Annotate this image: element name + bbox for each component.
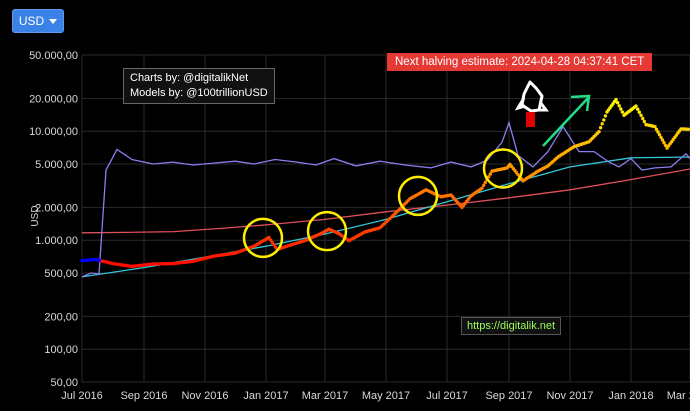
site-link[interactable]: https://digitalik.net xyxy=(461,317,562,335)
highlight-circle xyxy=(482,148,524,189)
price-point xyxy=(614,97,618,102)
x-tick-label: Mar 2017 xyxy=(302,390,348,402)
y-axis: 50,00 100,00 200,00 500,00 1.000,00 2.000,00 5… xyxy=(29,50,78,389)
x-tick-label: Jan 2017 xyxy=(243,390,288,402)
currency-dropdown[interactable]: USD xyxy=(12,9,64,33)
currency-label: USD xyxy=(18,14,45,28)
price-point xyxy=(662,141,666,145)
price-point xyxy=(636,107,640,111)
price-point xyxy=(656,130,660,134)
y-tick-label: 500,00 xyxy=(44,268,78,280)
model-red-line xyxy=(81,168,690,234)
x-axis: Jul 2016 Sep 2016 Nov 2016 Jan 2017 Mar 2017… xyxy=(61,390,690,402)
price-point xyxy=(617,104,621,108)
price-point xyxy=(663,143,668,148)
price-point xyxy=(641,116,645,121)
y-tick-label: 1.000,00 xyxy=(35,235,78,247)
x-tick-label: Jul 2017 xyxy=(426,390,468,402)
price-point xyxy=(619,107,623,111)
price-point xyxy=(487,175,491,179)
y-tick-label: 2.000,00 xyxy=(35,202,78,214)
x-tick-label: Nov 2017 xyxy=(546,390,593,402)
price-point xyxy=(653,125,657,129)
price-point xyxy=(597,130,601,134)
y-tick-label: 200,00 xyxy=(44,311,78,323)
highlight-circle xyxy=(242,217,284,259)
y-tick-label: 20.000,00 xyxy=(29,93,78,105)
stock-to-flow-line xyxy=(81,120,690,278)
chart-grid xyxy=(81,54,690,383)
chart-series xyxy=(80,97,690,278)
price-point xyxy=(603,114,608,118)
x-tick-label: May 2017 xyxy=(362,390,410,402)
x-tick-label: Jan 2018 xyxy=(608,390,653,402)
price-point xyxy=(267,235,271,240)
highlight-circle xyxy=(306,210,348,252)
price-point xyxy=(600,122,604,126)
credits-box: Charts by: @digitalikNet Models by: @100… xyxy=(123,68,275,104)
price-point xyxy=(268,238,273,242)
y-tick-label: 100,00 xyxy=(44,344,78,356)
x-tick-label: Jul 2016 xyxy=(61,390,103,402)
y-tick-label: 50.000,00 xyxy=(29,50,78,62)
price-point xyxy=(598,126,603,130)
model-cyan-line xyxy=(81,156,690,278)
price-point xyxy=(620,110,625,114)
price-point xyxy=(686,127,690,131)
x-tick-label: Sep 2016 xyxy=(120,390,167,402)
rocket-doodle xyxy=(514,80,549,127)
credits-charts: Charts by: @digitalikNet xyxy=(130,72,249,84)
credits-models: Models by: @100trillionUSD xyxy=(130,87,268,99)
highlight-circle xyxy=(397,175,439,217)
price-point xyxy=(480,186,484,190)
price-point xyxy=(482,183,486,187)
price-point xyxy=(483,180,487,185)
price-point xyxy=(602,118,606,122)
chevron-down-icon xyxy=(49,18,58,24)
price-point xyxy=(642,119,646,124)
price-point xyxy=(657,133,662,137)
y-tick-label: 5.000,00 xyxy=(35,159,78,171)
price-point xyxy=(660,138,665,142)
price-point xyxy=(270,240,274,244)
price-point xyxy=(615,101,620,105)
y-axis-label: USD xyxy=(30,205,41,226)
price-point xyxy=(637,110,641,114)
x-tick-label: Sep 2017 xyxy=(485,390,532,402)
up-arrow-doodle xyxy=(542,94,591,147)
x-tick-label: Nov 2016 xyxy=(181,390,228,402)
price-point xyxy=(654,127,659,132)
highlight-circles xyxy=(242,148,524,259)
price-point xyxy=(273,245,278,249)
price-point xyxy=(488,172,492,176)
price-point xyxy=(634,104,638,108)
y-tick-label: 10.000,00 xyxy=(29,126,78,138)
halving-estimate-badge: Next halving estimate: 2024-04-28 04:37:… xyxy=(387,53,653,71)
x-tick-label: Mar 2018 xyxy=(667,390,690,402)
price-point xyxy=(639,113,643,118)
y-tick-label: 50,00 xyxy=(50,377,78,389)
price-point xyxy=(272,243,276,247)
price-point xyxy=(659,135,663,140)
